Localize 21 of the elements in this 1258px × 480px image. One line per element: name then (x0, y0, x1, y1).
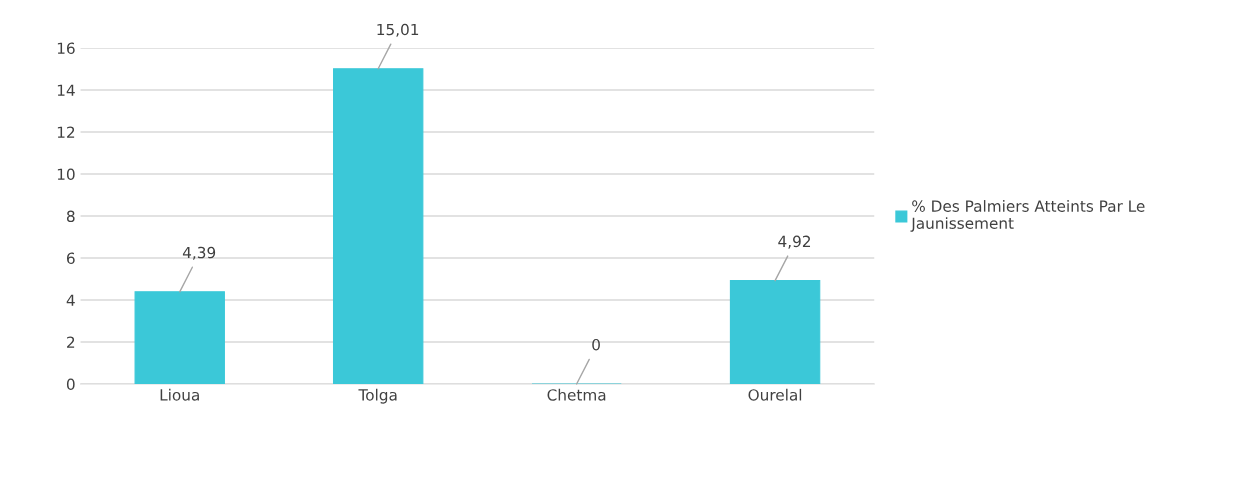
bar (134, 291, 225, 384)
x-tick-label: Ourelal (748, 388, 802, 401)
data-label: 15,01 (377, 23, 419, 37)
bar (332, 68, 424, 384)
data-label: 4,92 (778, 235, 811, 249)
y-tick-label: 8 (66, 210, 75, 223)
bar (729, 280, 821, 384)
y-tick-label: 2 (67, 336, 75, 348)
y-tick-label: 12 (57, 126, 75, 138)
x-tick-label: Lioua (160, 388, 199, 401)
data-label: 0 (592, 338, 600, 351)
legend-label: % Des Palmiers Atteints Par Le Jaunissement (910, 200, 1145, 232)
x-tick-label: Chetma (547, 388, 606, 401)
y-tick-label: 16 (57, 42, 75, 55)
data-label: 4,39 (182, 246, 216, 260)
y-tick-label: 10 (57, 168, 75, 181)
y-tick-label: 6 (67, 252, 75, 265)
y-tick-label: 0 (66, 378, 75, 391)
y-tick-label: 4 (66, 294, 75, 306)
y-tick-label: 14 (57, 84, 75, 96)
x-tick-label: Tolga (358, 388, 397, 404)
